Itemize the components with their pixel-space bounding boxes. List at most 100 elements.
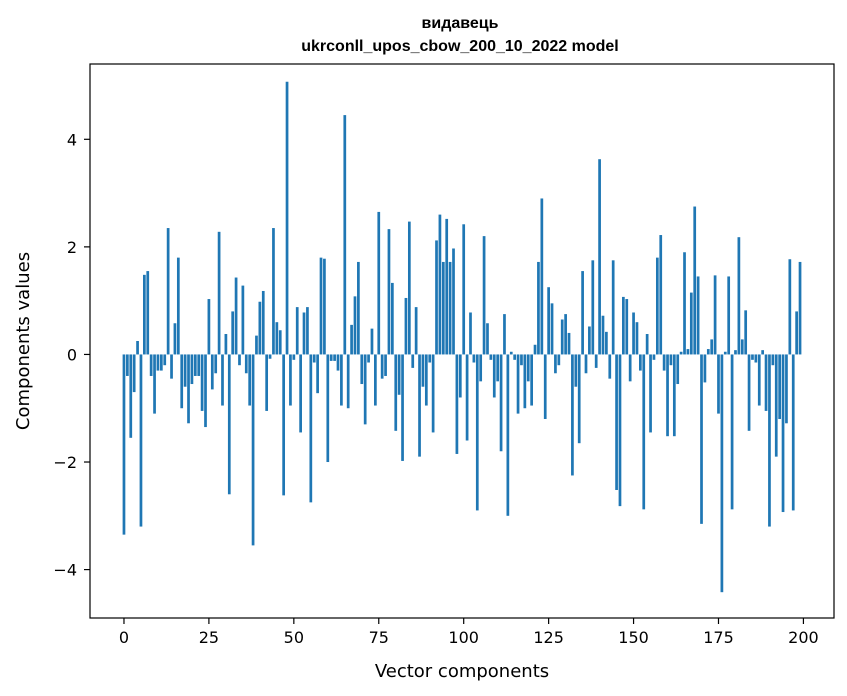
bar <box>129 354 133 438</box>
bar <box>462 224 466 355</box>
bar <box>231 311 235 355</box>
bar <box>615 354 618 490</box>
bar <box>221 354 224 406</box>
bar <box>662 354 666 371</box>
bar <box>751 354 754 360</box>
chart-subtitle: ukrconll_upos_cbow_200_10_2022 model <box>301 38 618 55</box>
bar <box>547 287 550 355</box>
bar <box>448 261 452 355</box>
bar <box>645 334 649 355</box>
bar <box>523 354 527 409</box>
bar <box>241 285 245 355</box>
bar <box>509 351 513 355</box>
bar <box>142 274 146 355</box>
bar <box>326 354 330 463</box>
bar <box>394 354 398 431</box>
bar <box>418 354 421 457</box>
x-axis-label: Vector components <box>375 661 549 682</box>
bar <box>193 354 197 376</box>
bar <box>380 354 384 379</box>
bar <box>571 354 574 476</box>
bar <box>309 354 313 503</box>
bar <box>343 115 347 355</box>
bar <box>638 354 642 371</box>
bar <box>346 354 350 409</box>
bar <box>601 315 605 355</box>
y-tick-label: 0 <box>67 345 77 364</box>
bar <box>248 354 252 406</box>
bar <box>445 218 449 355</box>
bar <box>156 354 160 371</box>
bar <box>170 354 173 379</box>
bar <box>533 344 537 355</box>
x-tick-label: 100 <box>448 628 479 647</box>
bar <box>652 354 656 360</box>
bar <box>421 354 425 387</box>
bar <box>360 354 364 385</box>
bar <box>503 314 506 355</box>
bar <box>655 257 659 355</box>
bar <box>251 354 255 546</box>
bar <box>489 354 493 360</box>
bar <box>272 228 275 355</box>
bar <box>414 307 418 355</box>
bar <box>278 330 282 355</box>
bar <box>387 229 391 355</box>
bar <box>754 354 758 363</box>
y-axis-label: Components values <box>13 252 34 430</box>
bar <box>374 354 377 406</box>
bar <box>686 349 690 355</box>
bar <box>407 221 411 355</box>
bar <box>598 159 601 355</box>
bar <box>438 214 442 355</box>
bar <box>567 332 571 355</box>
bar <box>649 354 652 433</box>
bar <box>159 354 163 371</box>
bar <box>611 260 615 355</box>
bar <box>363 354 367 425</box>
bar <box>166 228 170 355</box>
x-axis: 0 25 50 75 100 125 150 175 200 <box>119 618 819 647</box>
y-tick-label: −4 <box>53 561 77 580</box>
y-tick-label: 2 <box>67 238 77 257</box>
bar <box>207 299 211 355</box>
bars-layer <box>122 81 802 593</box>
bar <box>265 354 269 411</box>
bar <box>465 354 469 441</box>
bar <box>397 354 401 395</box>
bar <box>795 311 798 355</box>
bar <box>632 312 635 355</box>
bar <box>584 354 588 374</box>
bar <box>720 354 724 593</box>
bar <box>285 81 289 355</box>
bar <box>771 354 775 366</box>
bar <box>268 354 272 359</box>
bar <box>411 354 415 368</box>
bar <box>757 354 761 406</box>
bar <box>486 323 489 355</box>
bar <box>146 271 150 355</box>
bar <box>659 235 663 355</box>
bar <box>740 339 744 355</box>
bar <box>696 276 700 355</box>
bar <box>282 354 286 496</box>
bar <box>581 271 584 355</box>
bar <box>761 350 765 355</box>
bar <box>350 324 353 355</box>
bar <box>625 299 629 355</box>
bar <box>666 354 669 437</box>
bar <box>550 303 554 355</box>
bar <box>357 261 360 355</box>
bar <box>560 319 564 355</box>
bar <box>717 354 720 414</box>
bar <box>577 354 581 444</box>
bar <box>136 341 139 355</box>
bar <box>384 354 387 376</box>
bar <box>618 354 622 507</box>
bar <box>183 354 187 387</box>
bar <box>628 354 632 382</box>
bar <box>210 354 214 390</box>
bar <box>323 258 326 355</box>
bar <box>319 257 323 355</box>
